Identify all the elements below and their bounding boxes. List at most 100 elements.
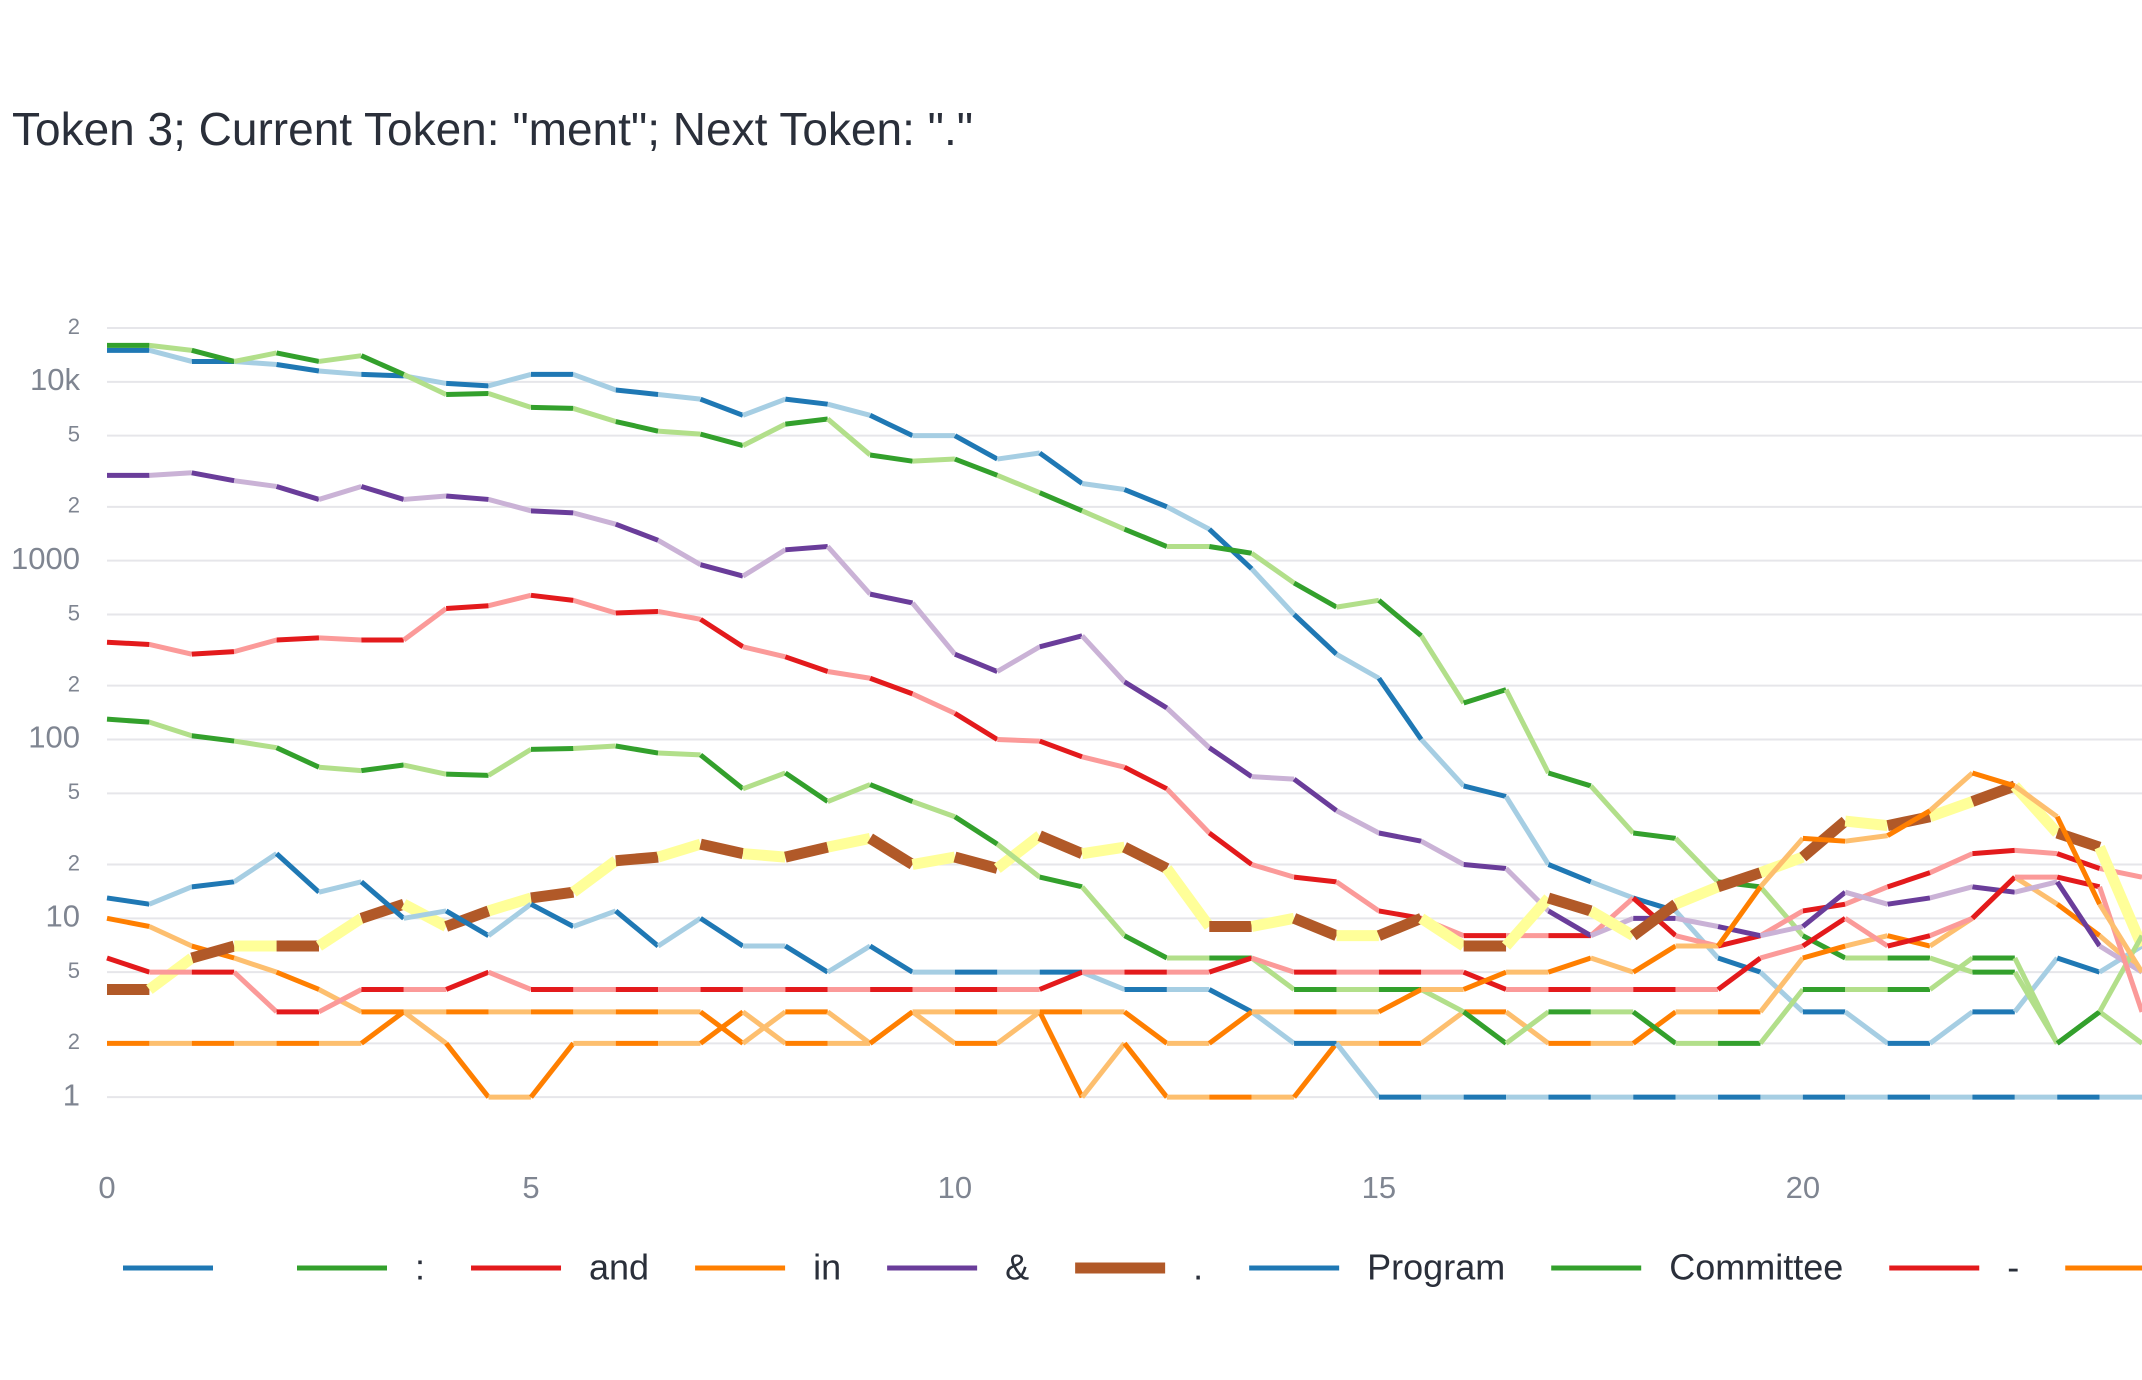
line-segment [657,391,701,402]
line-segment [1037,830,1085,859]
line-segment [656,538,702,567]
line-segment [953,651,999,674]
y-tick-label: 2 [68,314,80,339]
y-tick-label: 100 [28,720,80,755]
line-segment [1207,831,1254,867]
line-segment [1376,676,1424,741]
line-segment [1929,884,1974,901]
line-segment [487,391,532,410]
line-segment [233,738,277,751]
line-segment [233,955,278,975]
line-segment [1632,830,1676,841]
line-segment [1717,933,1762,949]
line-segment [487,592,532,609]
line-segment [318,353,362,364]
line-segment [1377,987,1423,1015]
line-segment [106,716,150,725]
line-segment [1122,1041,1169,1099]
line-segment [530,404,574,411]
line-segment [1250,1009,1296,1046]
line-segment [1929,955,1974,975]
line-segment [1759,908,1805,938]
line-segment [826,1009,872,1046]
line-segment [615,851,659,867]
line-segment [868,943,914,975]
line-segment [148,642,193,657]
line-segment [528,1041,576,1099]
line-segment [275,969,320,992]
line-segment [1207,745,1254,779]
line-segment [912,456,956,464]
line-segment [1928,955,1974,992]
line-segment [1631,1009,1678,1046]
line-segment [826,417,872,457]
line-segment [1462,1009,1508,1046]
line-segment [402,1009,448,1046]
y-tick-label: 5 [68,779,80,804]
line-segment [997,737,1040,744]
line-segment [1843,916,1889,949]
line-segment [148,884,193,907]
line-segment [572,372,617,393]
x-tick-label: 15 [1362,1170,1396,1205]
line-segment [361,762,405,774]
line-segment [318,484,363,502]
line-segment [1037,1010,1085,1099]
line-segment [995,842,1042,880]
line-segment [1081,754,1126,770]
line-segment [1801,890,1847,929]
x-tick-label: 5 [522,1170,539,1205]
line-segment [615,387,659,397]
line-segment [1589,879,1635,901]
line-segment [1123,933,1169,961]
line-segment [191,470,235,484]
line-segment [446,391,489,397]
line-segment [487,497,532,514]
line-segment [783,770,830,804]
line-segment [1249,567,1296,617]
line-segment [232,970,279,1014]
line-segment [1292,1041,1339,1099]
line-segment [1123,679,1169,711]
line-segment [827,669,871,681]
line-segment [2055,880,2102,948]
line-segment [742,770,787,792]
line-segment [1802,943,1846,961]
line-segment [1376,913,1424,941]
line-segment [359,898,406,924]
line-segment [190,940,236,964]
line-segment [530,508,574,516]
line-segment [911,851,956,870]
line-segment [445,969,490,992]
line-segment [274,851,321,895]
line-segment [360,353,405,377]
line-segment [1335,879,1381,913]
line-segment [1716,955,1762,992]
line-segment [742,848,786,863]
line-segment [1081,969,1126,992]
line-segment [615,743,659,756]
line-segment [699,1009,745,1046]
line-segment [1462,969,1508,992]
x-tick-label: 20 [1786,1170,1820,1205]
x-tick-label: 0 [98,1170,115,1205]
y-tick-label: 10 [46,899,80,934]
line-segment [1590,955,1635,975]
line-segment [1844,833,1888,844]
line-segment [572,510,617,527]
line-segment [315,913,365,951]
line-segment [741,547,787,579]
line-segment [2097,886,2142,1013]
line-segment [573,743,616,752]
line-segment [276,362,320,374]
line-segment [910,601,957,656]
line-segment [1463,783,1507,799]
line-segment [360,484,405,502]
line-segment [530,886,575,904]
legend-label: - [2007,1247,2019,1288]
line-segment [1250,955,1295,975]
line-segment [275,484,320,502]
line-segment [1335,808,1381,836]
line-segment [1970,780,2017,807]
